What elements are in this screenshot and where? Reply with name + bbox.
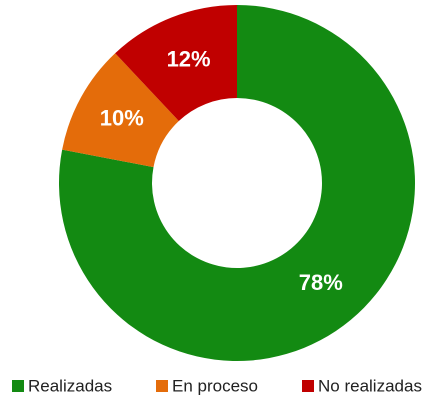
donut-slice [58, 5, 415, 361]
donut-slice [115, 5, 237, 122]
data-label: 10% [100, 105, 144, 130]
legend-label: En proceso [172, 376, 258, 395]
legend-label: No realizadas [318, 376, 422, 395]
donut-slice [62, 53, 179, 168]
legend-label: Realizadas [28, 376, 112, 395]
data-label: 78% [299, 270, 343, 295]
legend-swatch [302, 380, 314, 392]
legend-swatch [12, 380, 24, 392]
legend-swatch [156, 380, 168, 392]
data-label: 12% [167, 47, 211, 72]
